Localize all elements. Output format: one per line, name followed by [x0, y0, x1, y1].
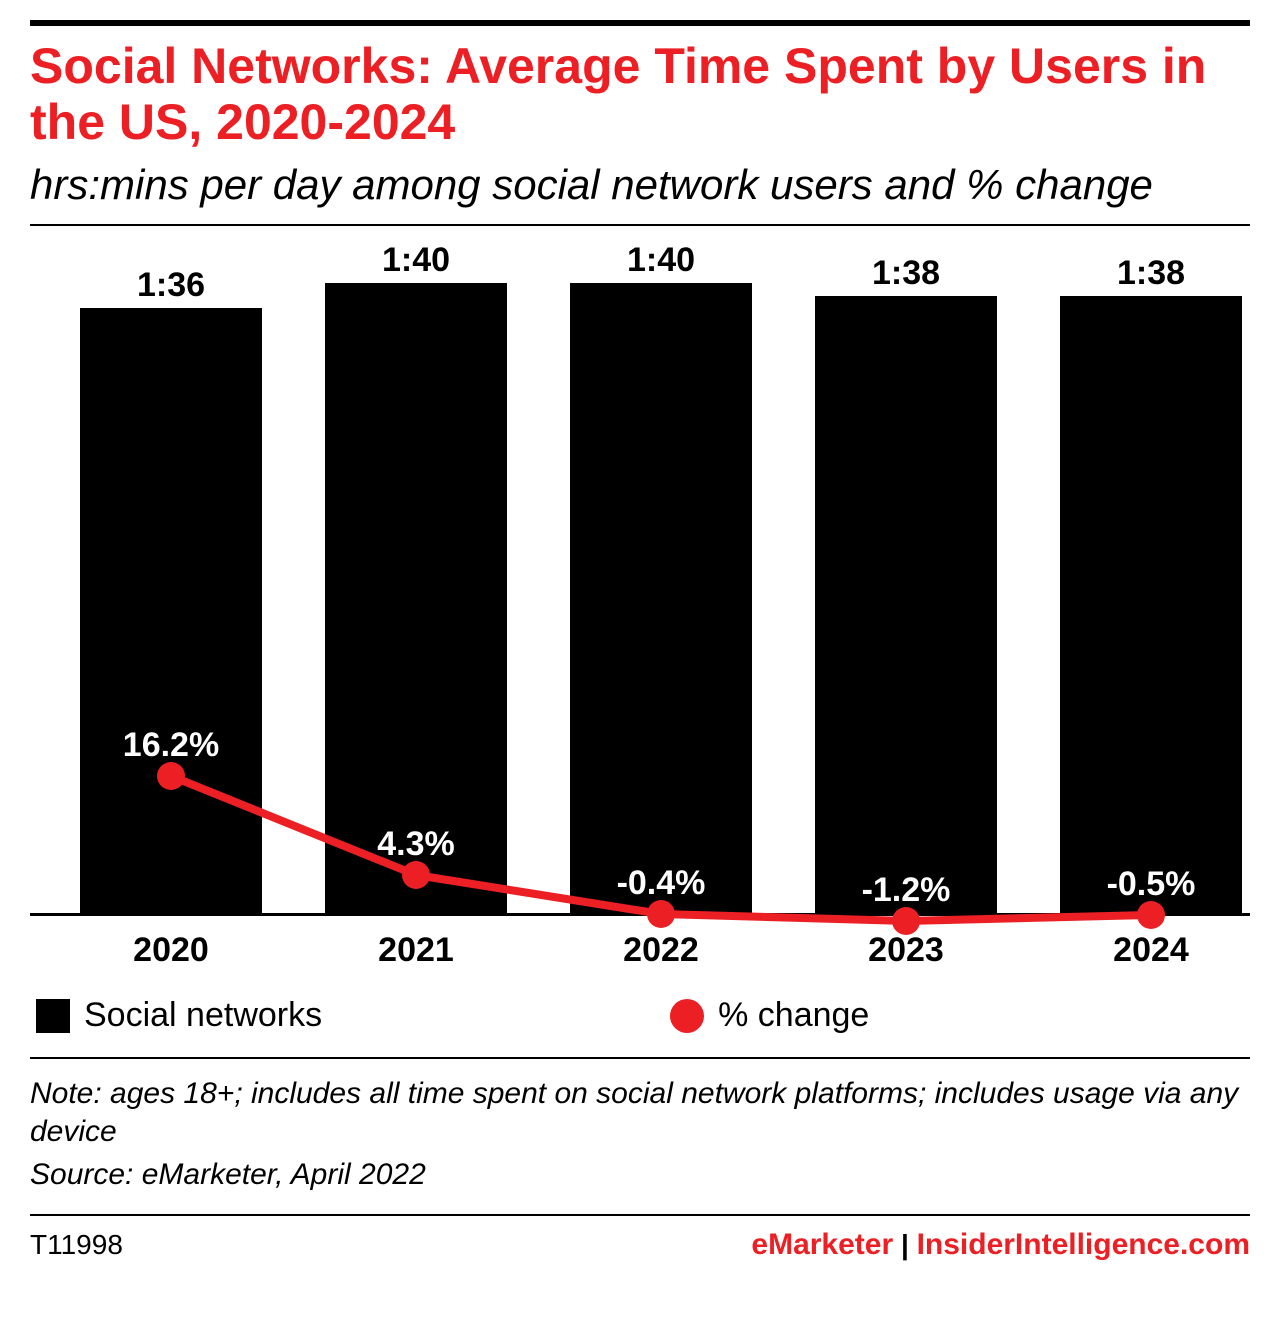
x-label-2020: 2020 — [80, 931, 262, 970]
pct-label-2020: 16.2% — [111, 726, 231, 765]
bar-2024: 1:38 — [1060, 296, 1242, 916]
bar-2021: 1:40 — [325, 283, 507, 916]
chart-area: 1:36 2020 1:40 2021 1:40 2022 1:38 2023 1:38 2024… — [30, 226, 1250, 976]
x-label-2021: 2021 — [325, 931, 507, 970]
legend-label-bars: Social networks — [84, 996, 322, 1035]
brands: eMarketer | InsiderIntelligence.com — [751, 1228, 1250, 1262]
bar-2023: 1:38 — [815, 296, 997, 916]
legend-label-line: % change — [718, 996, 869, 1035]
x-label-2023: 2023 — [815, 931, 997, 970]
legend-swatch-line — [670, 999, 704, 1033]
chart-subtitle: hrs:mins per day among social network us… — [30, 160, 1250, 210]
brand-separator: | — [901, 1229, 917, 1260]
bar-label-2022: 1:40 — [570, 241, 752, 280]
bar-label-2024: 1:38 — [1060, 254, 1242, 293]
footer-row: T11998 eMarketer | InsiderIntelligence.c… — [30, 1216, 1250, 1262]
bar-label-2023: 1:38 — [815, 254, 997, 293]
pct-label-2024: -0.5% — [1091, 865, 1211, 904]
plot-area: 1:36 2020 1:40 2021 1:40 2022 1:38 2023 1:38 2024… — [30, 226, 1250, 976]
legend-swatch-bars — [36, 999, 70, 1033]
bar-label-2021: 1:40 — [325, 241, 507, 280]
x-label-2024: 2024 — [1060, 931, 1242, 970]
pct-label-2023: -1.2% — [846, 871, 966, 910]
chart-code: T11998 — [30, 1229, 123, 1261]
x-axis-line — [30, 913, 1250, 916]
bar-label-2020: 1:36 — [80, 266, 262, 305]
source-text: Source: eMarketer, April 2022 — [30, 1156, 1250, 1200]
pct-label-2022: -0.4% — [601, 864, 721, 903]
note-text: Note: ages 18+; includes all time spent … — [30, 1059, 1250, 1156]
bar-2020: 1:36 — [80, 308, 262, 916]
brand-insider: InsiderIntelligence.com — [917, 1228, 1250, 1261]
x-label-2022: 2022 — [570, 931, 752, 970]
top-thick-rule — [30, 20, 1250, 26]
chart-title: Social Networks: Average Time Spent by U… — [30, 38, 1250, 150]
brand-emarketer: eMarketer — [751, 1228, 893, 1261]
pct-label-2021: 4.3% — [356, 825, 476, 864]
bar-2022: 1:40 — [570, 283, 752, 916]
legend: Social networks % change — [30, 976, 1250, 1057]
